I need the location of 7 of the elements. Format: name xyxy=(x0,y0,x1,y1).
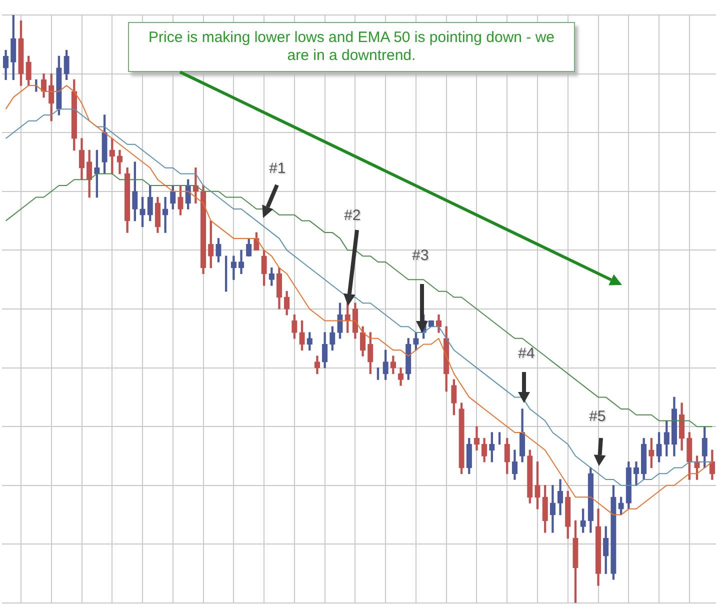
annotation: #2 xyxy=(344,207,361,224)
candlestick xyxy=(162,196,168,233)
annotation: #5 xyxy=(589,408,606,425)
annotation: #3 xyxy=(412,247,429,264)
annotation: #4 xyxy=(518,345,535,362)
annotation: #1 xyxy=(269,160,286,177)
annotation: Price is making lower lows and EMA 50 is pointing down - we are in a downtrend. xyxy=(128,22,575,72)
